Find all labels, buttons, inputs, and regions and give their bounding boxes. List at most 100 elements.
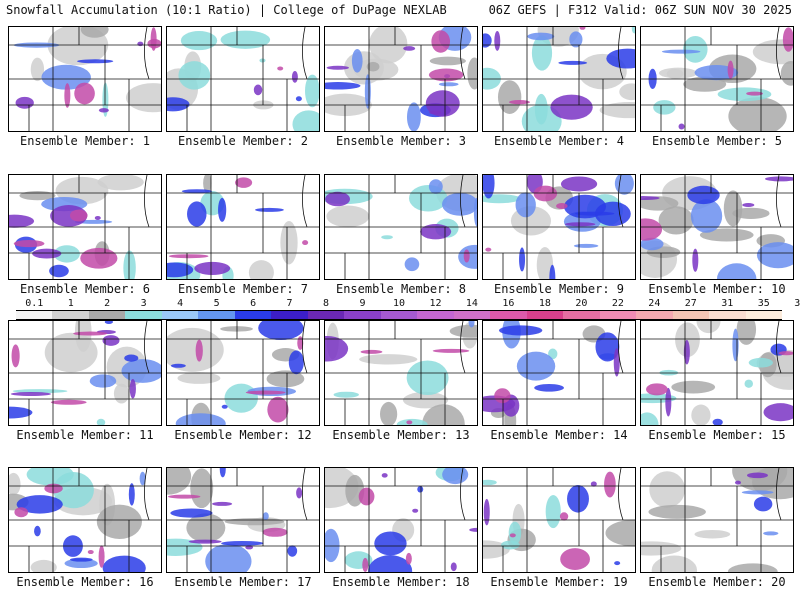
- snowfall-shading: [351, 48, 363, 73]
- snowfall-shading: [147, 38, 161, 49]
- snowfall-shading: [11, 344, 20, 368]
- snowfall-shading: [473, 197, 477, 227]
- colorbar-tick-label: 22: [611, 298, 624, 309]
- snowfall-shading: [326, 65, 349, 70]
- colorbar-segment: [307, 310, 345, 320]
- colorbar-tick-label: 9: [359, 298, 366, 309]
- snowfall-shading: [44, 483, 63, 494]
- ensemble-member-label: Ensemble Member: 15: [648, 428, 786, 442]
- snowfall-shading: [405, 552, 412, 565]
- snowfall-shading: [691, 404, 711, 425]
- colorbar-tick-label: 12: [429, 298, 442, 309]
- snowfall-map: [483, 468, 635, 572]
- snowfall-shading: [98, 545, 105, 568]
- boundary-line: [144, 468, 150, 521]
- colorbar-tick-label: 16: [502, 298, 515, 309]
- snowfall-shading: [519, 247, 526, 272]
- snowfall-shading: [113, 383, 130, 404]
- snowfall-shading: [432, 348, 470, 353]
- colorbar-tick-label: 31: [721, 298, 734, 309]
- snowfall-shading: [248, 260, 274, 279]
- ensemble-member-map: [324, 26, 478, 132]
- snowfall-shading: [325, 335, 349, 362]
- colorbar-tick-label: 1: [67, 298, 74, 309]
- snowfall-shading: [359, 354, 418, 365]
- colorbar-tick-label: 6: [250, 298, 257, 309]
- colorbar-tick-label: 27: [684, 298, 697, 309]
- colorbar-tick-label: 20: [575, 298, 588, 309]
- snowfall-map: [9, 27, 161, 131]
- snowfall-shading: [170, 363, 186, 368]
- snowfall-shading: [203, 175, 212, 193]
- snowfall-shading: [168, 254, 209, 259]
- snowfall-shading: [296, 487, 303, 499]
- ensemble-member-label: Ensemble Member: 14: [490, 428, 628, 442]
- snowfall-shading: [649, 471, 686, 508]
- snowfall-shading: [564, 222, 596, 227]
- colorbar-tick-label: 39: [794, 298, 800, 309]
- ensemble-member-label: Ensemble Member: 13: [332, 428, 470, 442]
- snowfall-shading: [483, 33, 492, 48]
- snowfall-shading: [74, 82, 95, 105]
- snowfall-shading: [64, 83, 71, 108]
- snowfall-shading: [641, 218, 663, 241]
- boundary-line: [776, 468, 782, 521]
- snowfall-shading: [560, 176, 598, 192]
- ensemble-member-map: [8, 320, 162, 426]
- colorbar-segment: [636, 310, 673, 320]
- snowfall-shading: [186, 513, 226, 543]
- snowfall-map: [641, 27, 793, 131]
- colorbar-segment: [344, 310, 381, 320]
- snowfall-map: [483, 321, 635, 425]
- snowfall-shading: [692, 248, 699, 272]
- snowfall-shading: [13, 239, 45, 248]
- snowfall-shading: [683, 76, 727, 92]
- snowfall-shading: [280, 221, 298, 265]
- snowfall-shading: [533, 185, 558, 202]
- snowfall-shading: [579, 27, 586, 30]
- ensemble-member-map: [482, 467, 636, 573]
- snowfall-shading: [221, 540, 264, 546]
- ensemble-member-map: [324, 174, 478, 280]
- snowfall-shading: [483, 479, 497, 486]
- snowfall-shading: [782, 27, 793, 52]
- boundary-line: [460, 27, 466, 80]
- snowfall-shading: [245, 390, 286, 395]
- snowfall-shading: [26, 468, 74, 486]
- snowfall-shading: [563, 194, 607, 219]
- snowfall-shading: [302, 240, 309, 246]
- colorbar-segment: [526, 310, 564, 320]
- snowfall-map: [641, 321, 793, 425]
- boundary-line: [302, 27, 308, 80]
- snowfall-map: [325, 468, 477, 572]
- colorbar-tick-label: 4: [177, 298, 184, 309]
- boundary-line: [618, 468, 624, 521]
- snowfall-shading: [102, 335, 120, 346]
- snowfall-shading: [381, 235, 393, 240]
- snowfall-shading: [494, 388, 511, 404]
- snowfall-shading: [744, 379, 753, 388]
- snowfall-shading: [9, 214, 35, 228]
- snowfall-shading: [412, 508, 419, 513]
- snowfall-map: [483, 175, 635, 279]
- snowfall-shading: [221, 404, 228, 409]
- snowfall-shading: [258, 321, 304, 341]
- snowfall-shading: [599, 101, 635, 119]
- snowfall-shading: [167, 468, 192, 495]
- ensemble-member-map: [640, 174, 794, 280]
- snowfall-shading: [267, 396, 289, 423]
- snowfall-shading: [429, 110, 442, 115]
- snowfall-map: [325, 175, 477, 279]
- snowfall-shading: [508, 521, 522, 545]
- ensemble-member-map: [166, 26, 320, 132]
- snowfall-shading: [559, 512, 569, 521]
- ensemble-member-label: Ensemble Member: 18: [332, 575, 470, 589]
- run-valid-time: 06Z GEFS | F312 Valid: 06Z SUN NOV 30 20…: [488, 3, 792, 17]
- snowfall-shading: [224, 518, 285, 526]
- ensemble-member-label: Ensemble Member: 9: [493, 282, 625, 296]
- snowfall-shading: [305, 74, 319, 108]
- snowfall-shading: [362, 557, 369, 572]
- snowfall-shading: [661, 49, 701, 54]
- snowfall-shading: [442, 468, 469, 485]
- snowfall-map: [167, 27, 319, 131]
